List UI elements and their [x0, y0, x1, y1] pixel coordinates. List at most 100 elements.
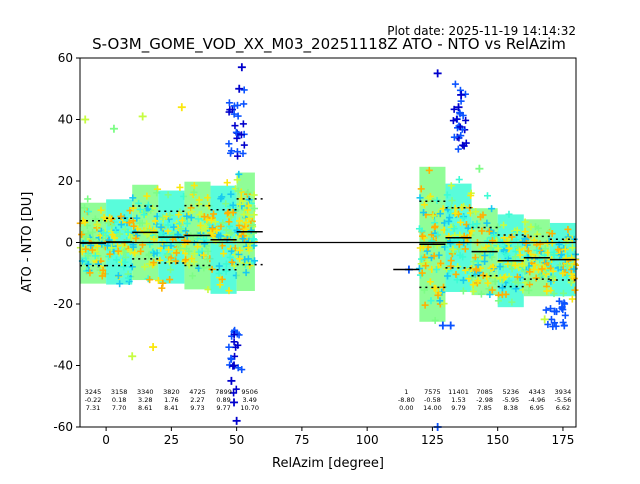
scatter-point	[467, 192, 475, 200]
scatter-point	[195, 248, 203, 256]
scatter-point	[431, 222, 439, 230]
scatter-point	[434, 231, 442, 239]
scatter-point	[136, 206, 144, 214]
scatter-point	[447, 262, 455, 270]
spike-point	[240, 86, 248, 94]
scatter-point	[440, 300, 448, 308]
scatter-point	[526, 268, 534, 276]
spike-point	[227, 355, 235, 363]
scatter-point	[448, 197, 456, 205]
scatter-point	[117, 212, 125, 220]
spike-point	[552, 322, 560, 330]
spike-point	[459, 111, 467, 119]
spike-point	[456, 123, 464, 131]
scatter-point	[187, 214, 195, 222]
spike-point	[234, 364, 242, 372]
outlier-marker	[235, 84, 244, 93]
scatter-point	[133, 214, 141, 222]
scatter-point	[144, 275, 152, 283]
y-tick-label: 20	[58, 174, 73, 188]
scatter-point	[533, 246, 541, 254]
scatter-point	[425, 194, 433, 202]
scatter-point	[185, 247, 193, 255]
scatter-point	[423, 258, 431, 266]
y-tick-label: -60	[53, 420, 73, 434]
scatter-point	[227, 190, 235, 198]
scatter-point	[222, 260, 230, 268]
scatter-point	[99, 266, 107, 274]
scatter-point	[235, 170, 243, 178]
scatter-point	[222, 226, 230, 234]
bin-count-label: 7085	[476, 388, 493, 396]
scatter-point	[437, 259, 445, 267]
spike-point	[560, 299, 568, 307]
scatter-point	[449, 245, 457, 253]
scatter-point	[164, 191, 172, 199]
scatter-point	[222, 200, 230, 208]
scatter-point	[459, 214, 467, 222]
scatter-point	[436, 210, 444, 218]
x-tick-label: 75	[294, 433, 309, 447]
scatter-point	[521, 218, 529, 226]
scatter-point	[564, 225, 572, 233]
scatter-point	[451, 210, 459, 218]
scatter-point	[415, 265, 423, 273]
spike-point	[561, 311, 569, 319]
scatter-point	[500, 273, 508, 281]
bin-std-label: 8.41	[164, 404, 178, 412]
spike-point	[234, 112, 242, 120]
scatter-point	[166, 211, 174, 219]
scatter-point	[244, 202, 252, 210]
scatter-point	[505, 277, 513, 285]
spike-point	[449, 117, 457, 125]
spike-point	[559, 318, 567, 326]
scatter-point	[165, 246, 173, 254]
scatter-point	[526, 280, 534, 288]
scatter-point	[251, 257, 259, 265]
scatter-point	[236, 217, 244, 225]
bin-count-label: 3245	[85, 388, 102, 396]
scatter-point	[89, 235, 97, 243]
scatter-point	[427, 297, 435, 305]
scatter-point	[217, 195, 225, 203]
spike-point	[240, 141, 248, 149]
scatter-point	[158, 284, 166, 292]
scatter-point	[125, 219, 133, 227]
scatter-point	[429, 212, 437, 220]
scatter-point	[136, 219, 144, 227]
scatter-point	[166, 276, 174, 284]
scatter-point	[88, 246, 96, 254]
scatter-point	[145, 250, 153, 258]
scatter-point	[447, 182, 455, 190]
scatter-point	[486, 290, 494, 298]
scatter-point	[421, 301, 429, 309]
bin-std-label: 7.70	[112, 404, 126, 412]
scatter-point	[550, 248, 558, 256]
x-tick-label: 125	[421, 433, 444, 447]
spike-point	[451, 80, 459, 88]
bin-std-label: 9.73	[190, 404, 204, 412]
bin-std-label: 7.85	[477, 404, 491, 412]
scatter-point	[548, 230, 556, 238]
scatter-point	[571, 286, 579, 294]
bin-count-label: 4725	[189, 388, 206, 396]
scatter-point	[527, 223, 535, 231]
outlier-marker	[475, 164, 484, 173]
spike-point	[456, 109, 464, 117]
scatter-point	[228, 247, 236, 255]
scatter-point	[513, 226, 521, 234]
bin-count-label: 3934	[555, 388, 572, 396]
scatter-point	[488, 205, 496, 213]
scatter-point	[244, 188, 252, 196]
scatter-point	[469, 281, 477, 289]
scatter-point	[559, 289, 567, 297]
scatter-point	[445, 217, 453, 225]
scatter-point	[491, 277, 499, 285]
scatter-point	[240, 210, 248, 218]
scatter-point	[433, 196, 441, 204]
scatter-point	[164, 227, 172, 235]
scatter-point	[141, 263, 149, 271]
spike-point	[237, 131, 245, 139]
scatter-point	[220, 250, 228, 258]
spike-point	[232, 128, 240, 136]
